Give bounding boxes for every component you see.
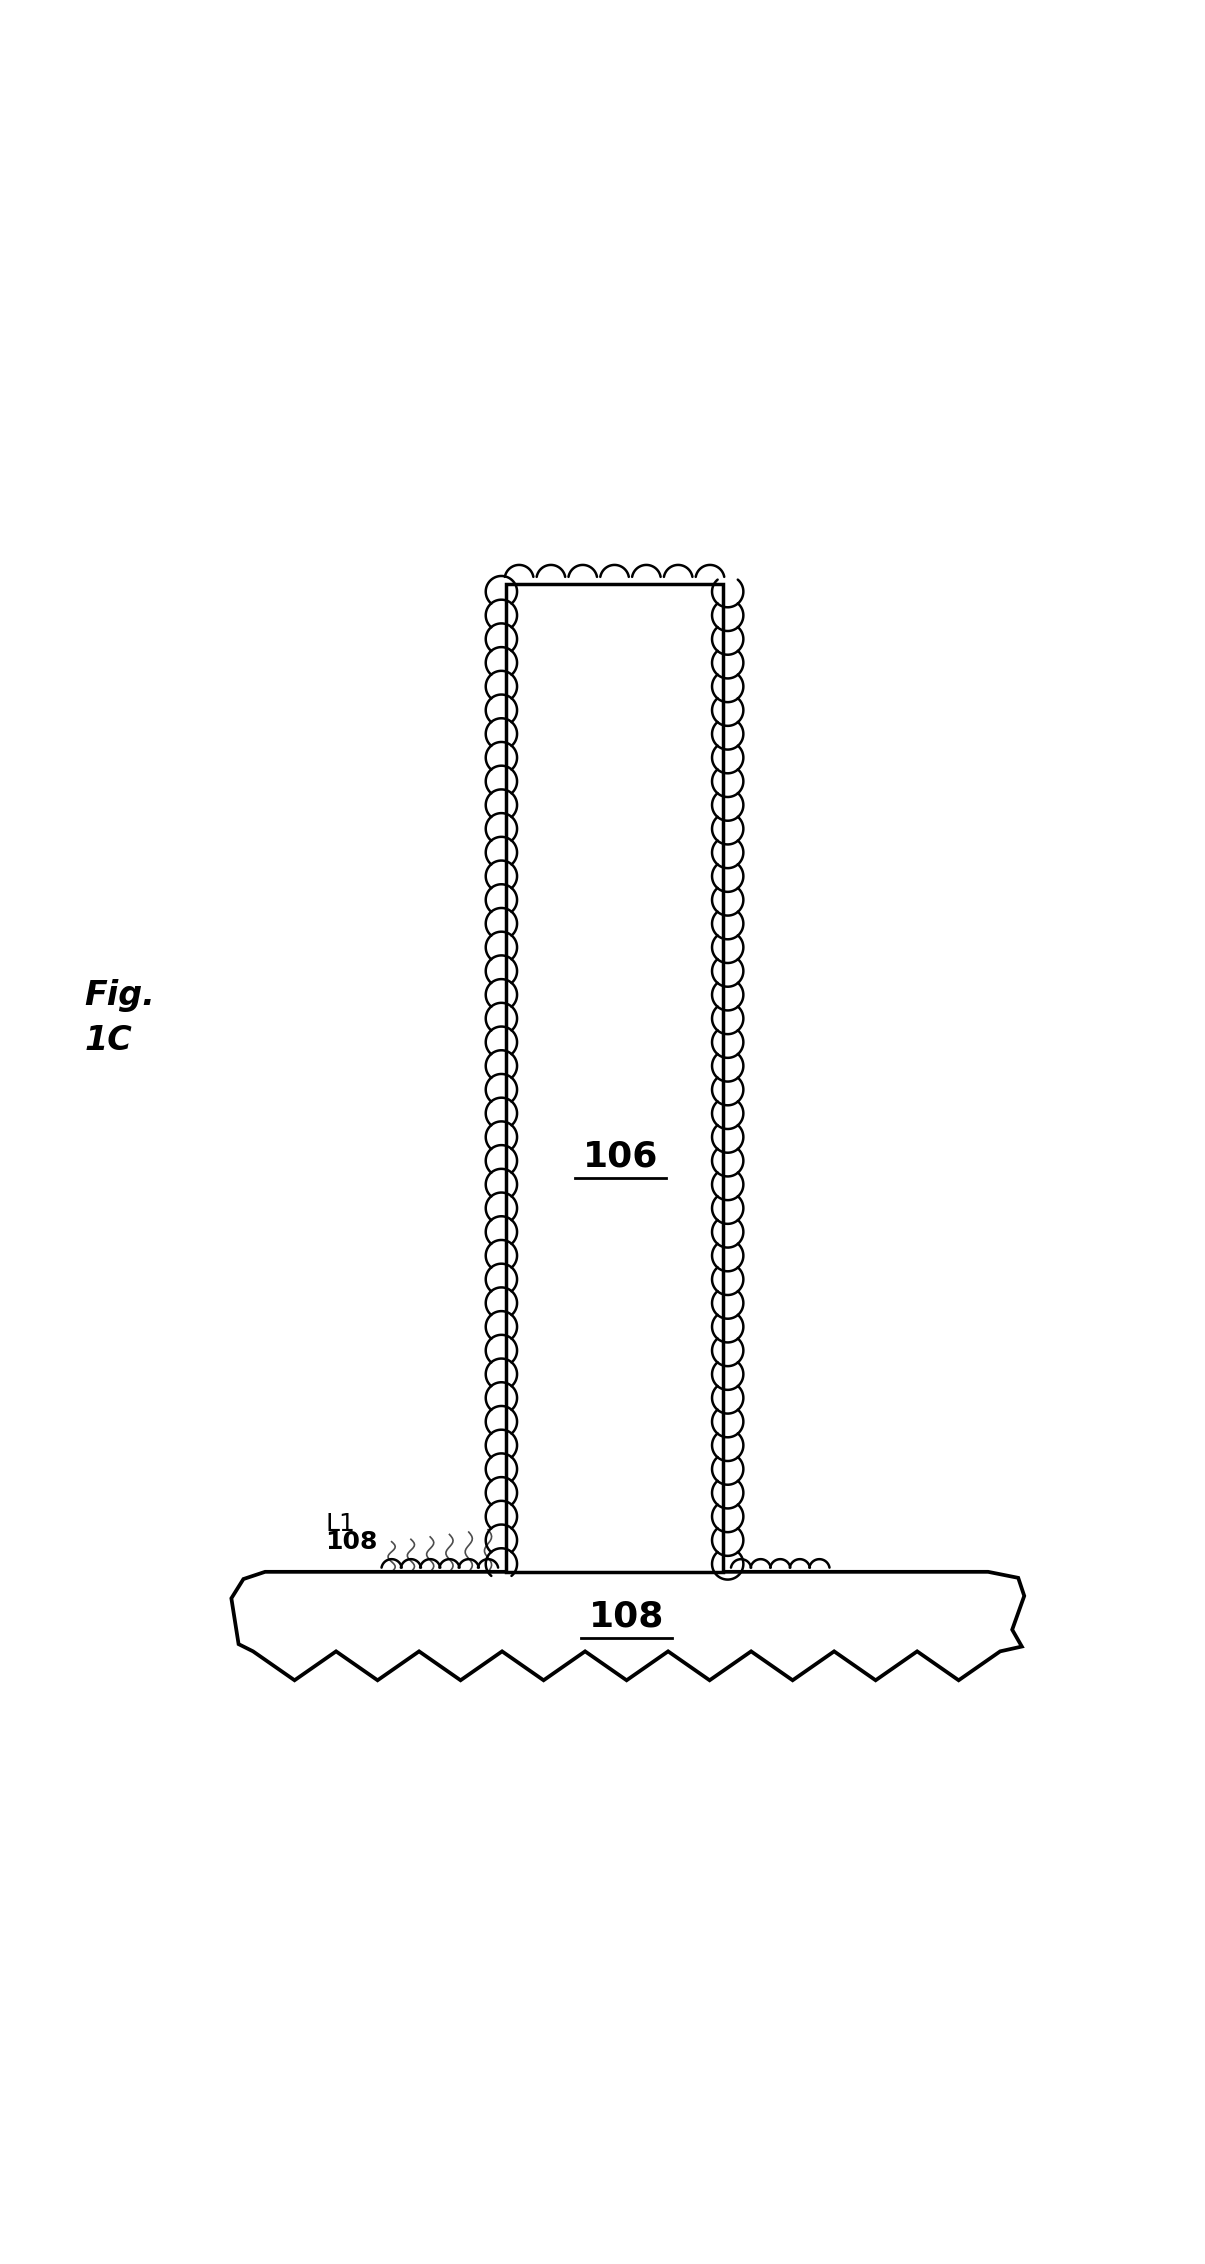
Text: 1C: 1C: [84, 1023, 133, 1057]
Text: 108: 108: [589, 1598, 664, 1632]
Text: 108: 108: [325, 1530, 377, 1553]
Text: L1: L1: [325, 1512, 355, 1535]
Polygon shape: [506, 584, 723, 1571]
Text: Fig.: Fig.: [84, 978, 155, 1012]
Polygon shape: [231, 1571, 1024, 1680]
Text: 106: 106: [583, 1139, 658, 1173]
